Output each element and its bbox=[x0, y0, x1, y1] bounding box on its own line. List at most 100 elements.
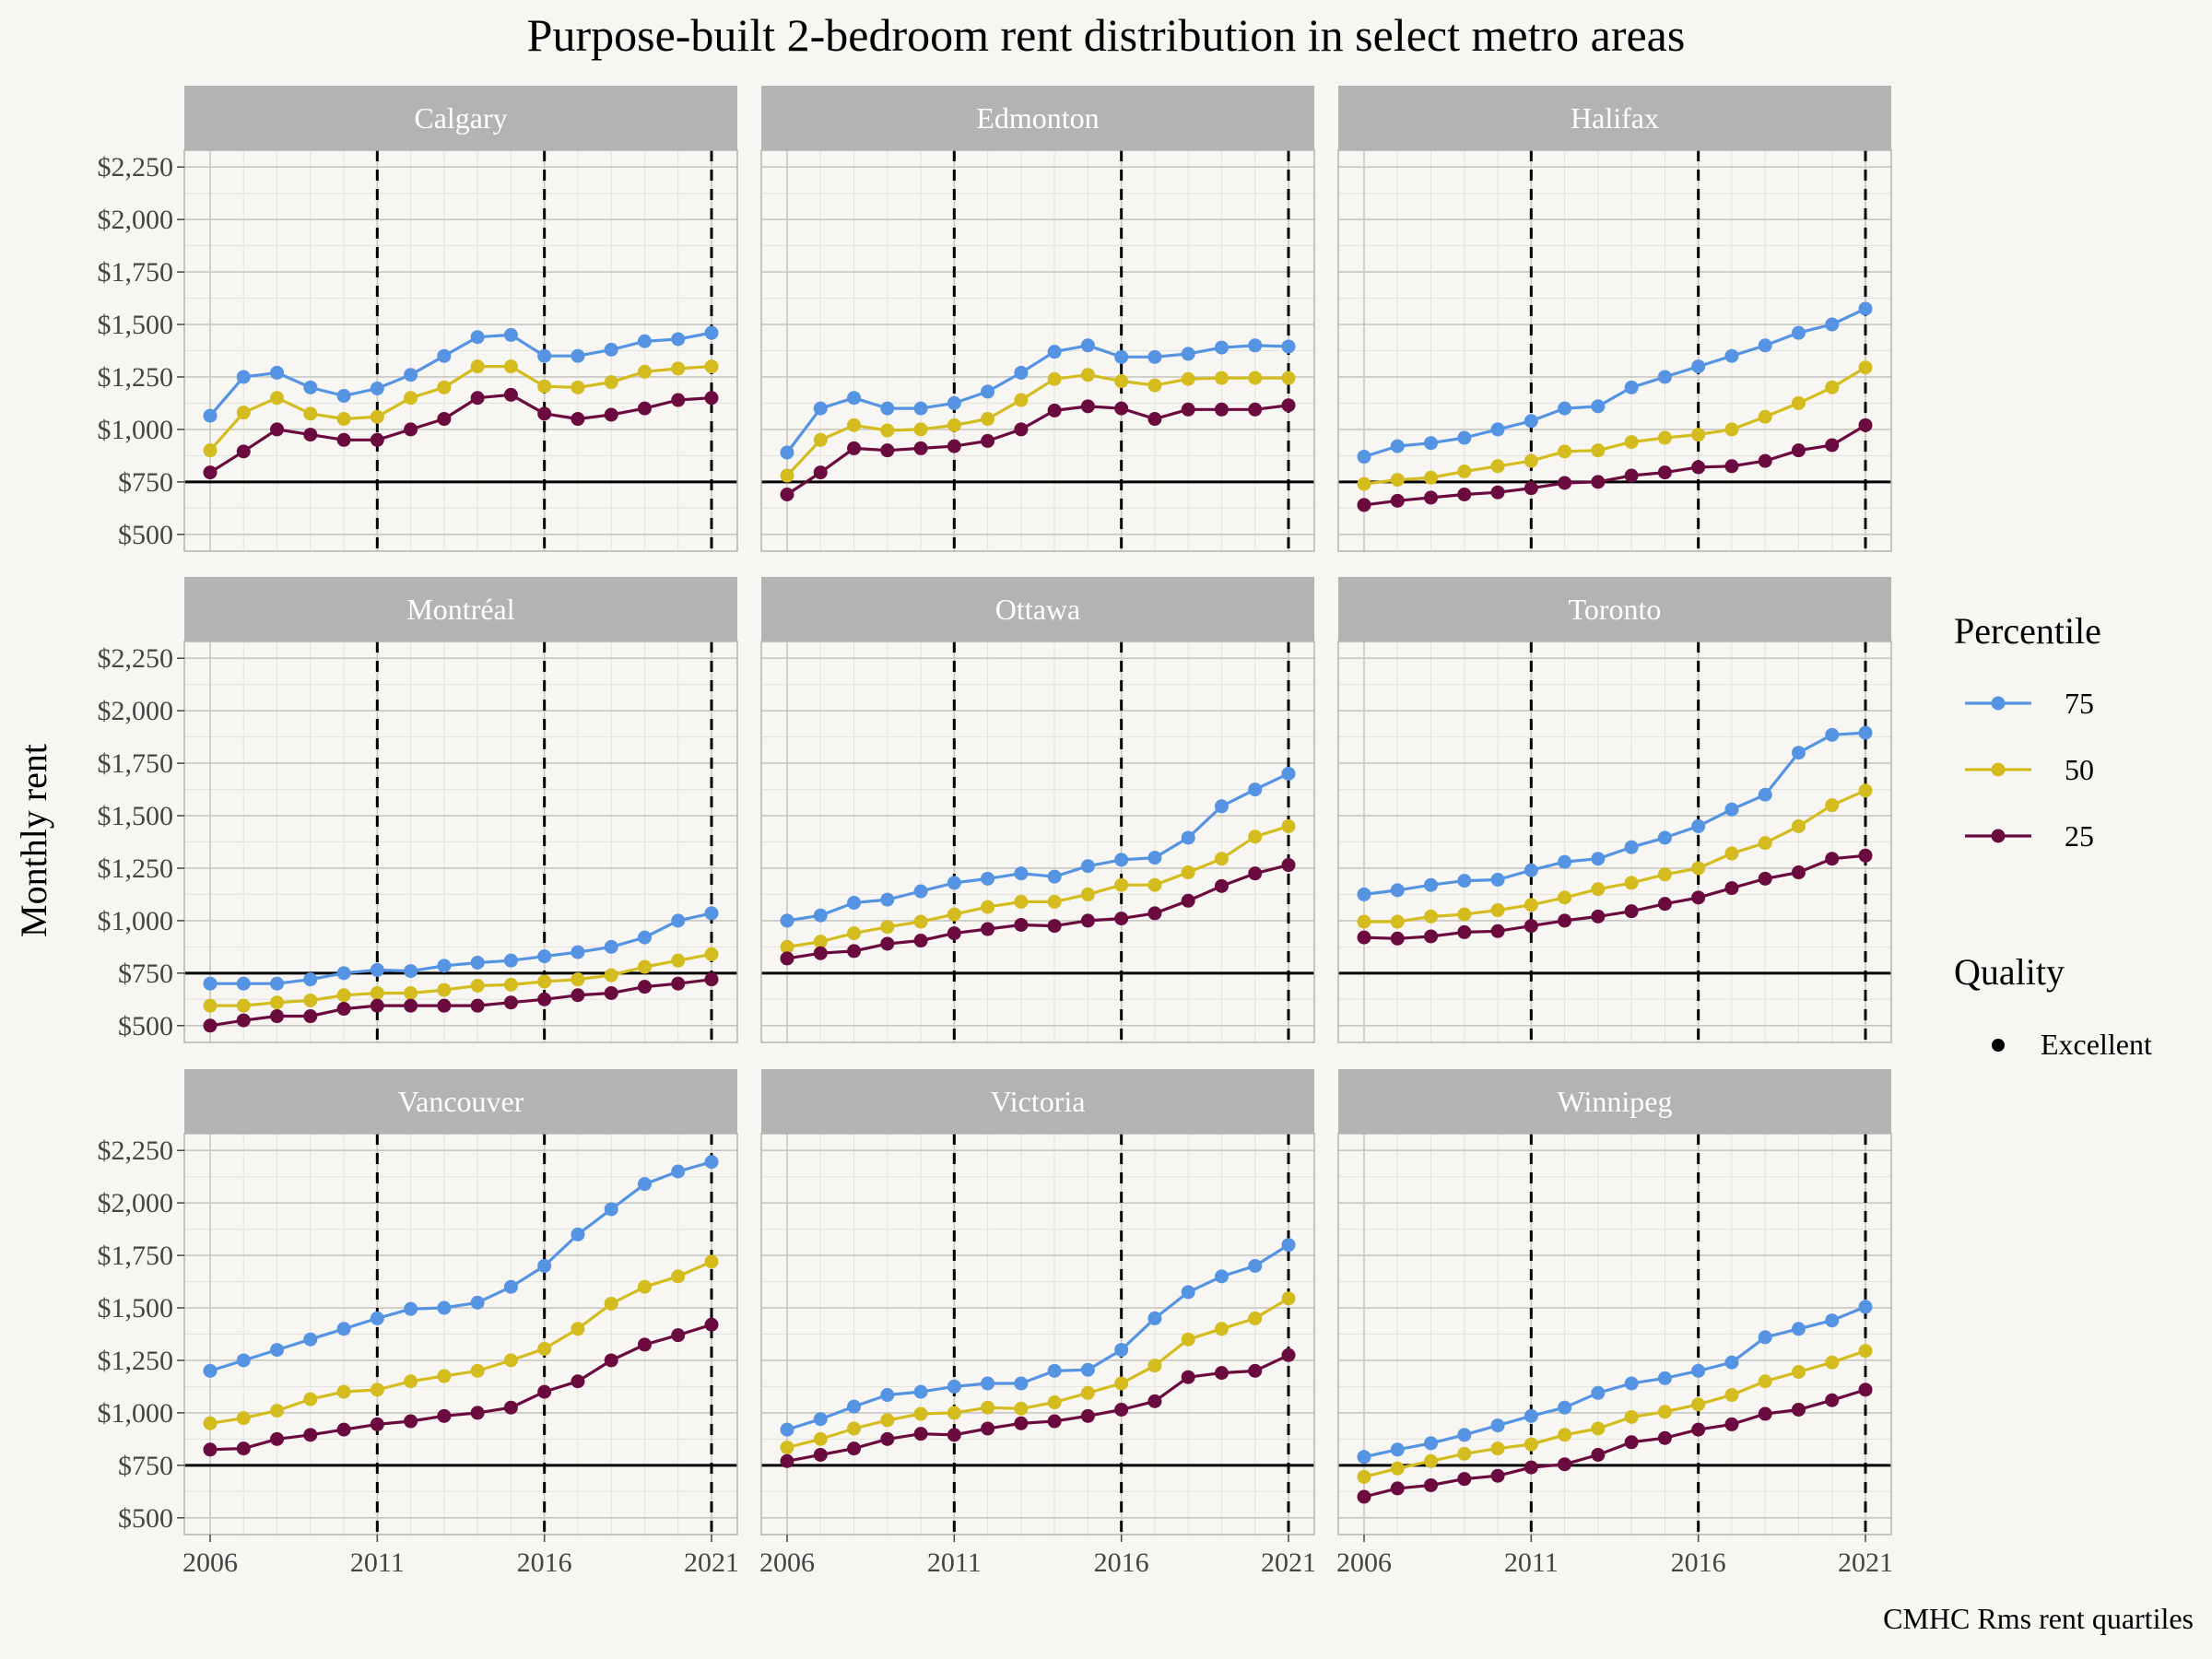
data-point-50 bbox=[203, 443, 218, 458]
data-point-50 bbox=[537, 974, 552, 989]
data-point-50 bbox=[1047, 1395, 1062, 1410]
data-point-25 bbox=[1558, 476, 1572, 490]
data-point-25 bbox=[1624, 468, 1639, 483]
data-point-75 bbox=[604, 939, 618, 954]
data-point-75 bbox=[1457, 430, 1472, 445]
data-point-75 bbox=[637, 930, 652, 945]
facet-strip bbox=[1338, 86, 1891, 150]
data-point-50 bbox=[1014, 393, 1029, 407]
facet-strip bbox=[184, 1069, 737, 1134]
data-point-25 bbox=[437, 998, 452, 1013]
data-point-50 bbox=[847, 926, 862, 941]
data-point-75 bbox=[813, 401, 828, 416]
data-point-50 bbox=[503, 977, 518, 992]
y-tick-label: $1,000 bbox=[98, 906, 174, 936]
data-point-25 bbox=[880, 443, 895, 458]
legend-item-label: 50 bbox=[2065, 753, 2094, 786]
facet-strip-label: Halifax bbox=[1571, 101, 1659, 135]
data-point-75 bbox=[1248, 1258, 1263, 1273]
data-point-50 bbox=[1248, 830, 1263, 844]
data-point-75 bbox=[1791, 325, 1806, 340]
data-point-75 bbox=[1281, 1238, 1296, 1253]
plot-border bbox=[1337, 1133, 1892, 1535]
data-point-50 bbox=[1624, 1409, 1639, 1424]
data-point-75 bbox=[671, 1164, 686, 1179]
data-point-75 bbox=[880, 401, 895, 416]
data-point-75 bbox=[1624, 1376, 1639, 1391]
legend-percentile-items: 75 50 25 bbox=[1965, 687, 2094, 853]
data-point-25 bbox=[1758, 1406, 1772, 1421]
data-point-50 bbox=[1147, 877, 1162, 892]
data-point-50 bbox=[1357, 477, 1371, 491]
data-point-75 bbox=[1014, 365, 1029, 380]
plot-border bbox=[760, 149, 1315, 552]
data-point-50 bbox=[336, 988, 351, 1003]
data-point-50 bbox=[1014, 894, 1029, 909]
data-point-75 bbox=[1014, 866, 1029, 881]
data-point-75 bbox=[847, 391, 862, 406]
data-point-25 bbox=[437, 1408, 452, 1423]
data-point-75 bbox=[370, 1311, 384, 1325]
data-point-25 bbox=[303, 1009, 318, 1024]
y-axis-label: Monthly rent bbox=[13, 744, 54, 937]
data-point-75 bbox=[847, 1399, 862, 1414]
y-tick-label: $750 bbox=[118, 959, 173, 989]
data-point-75 bbox=[671, 913, 686, 928]
data-point-25 bbox=[1624, 904, 1639, 919]
panel-toronto: Toronto bbox=[1337, 577, 1892, 1043]
data-point-25 bbox=[270, 1009, 285, 1024]
data-point-25 bbox=[1490, 1468, 1505, 1483]
facet-strip-label: Montréal bbox=[406, 593, 514, 626]
data-point-25 bbox=[913, 1427, 928, 1441]
data-point-50 bbox=[1825, 1355, 1840, 1370]
data-point-25 bbox=[604, 985, 618, 1000]
data-point-50 bbox=[813, 1431, 828, 1446]
data-point-75 bbox=[637, 1177, 652, 1192]
data-point-75 bbox=[571, 945, 585, 959]
data-point-75 bbox=[1524, 414, 1538, 429]
data-point-75 bbox=[1181, 347, 1195, 361]
data-point-50 bbox=[370, 1382, 384, 1397]
data-point-50 bbox=[404, 391, 418, 406]
data-point-50 bbox=[671, 953, 686, 968]
data-point-75 bbox=[1524, 863, 1538, 877]
data-point-25 bbox=[537, 406, 552, 421]
x-tick-label: 2011 bbox=[927, 1547, 982, 1578]
data-point-75 bbox=[1490, 872, 1505, 887]
data-point-25 bbox=[203, 1018, 218, 1033]
data-point-50 bbox=[1858, 1344, 1873, 1359]
panel-vancouver: Vancouver $500 $750 $1,000 $1,250 $1,500 $1,75… bbox=[98, 1069, 739, 1578]
data-point-50 bbox=[637, 1279, 652, 1294]
x-tick-label: 2021 bbox=[1261, 1547, 1316, 1578]
series-line-75 bbox=[1363, 731, 1866, 896]
data-point-50 bbox=[604, 1296, 618, 1311]
series-line-25 bbox=[209, 978, 712, 1028]
y-tick-label: $750 bbox=[118, 1451, 173, 1481]
legend-item-label: 25 bbox=[2065, 819, 2094, 853]
data-point-75 bbox=[203, 1363, 218, 1378]
data-point-75 bbox=[1558, 854, 1572, 869]
data-point-50 bbox=[1825, 380, 1840, 394]
y-tick-label: $1,750 bbox=[98, 748, 174, 779]
data-point-50 bbox=[1457, 907, 1472, 922]
data-point-50 bbox=[1657, 430, 1672, 445]
data-point-25 bbox=[1457, 1472, 1472, 1487]
facet-strip bbox=[761, 577, 1314, 641]
data-point-50 bbox=[503, 1353, 518, 1368]
data-point-50 bbox=[1181, 865, 1195, 880]
data-point-25 bbox=[913, 934, 928, 948]
series-line-25 bbox=[786, 864, 1289, 960]
data-point-50 bbox=[1524, 453, 1538, 468]
data-point-50 bbox=[1047, 894, 1062, 909]
data-point-75 bbox=[981, 384, 995, 399]
legend: Percentile 75 50 25 Quality Excellent bbox=[1954, 610, 2152, 1061]
data-point-25 bbox=[1181, 1370, 1195, 1384]
data-point-75 bbox=[1181, 830, 1195, 845]
data-point-25 bbox=[981, 922, 995, 936]
data-point-50 bbox=[1691, 861, 1706, 876]
data-point-50 bbox=[704, 359, 719, 374]
legend-quality-label: Excellent bbox=[2041, 1028, 2152, 1061]
y-tick-label: $1,250 bbox=[98, 853, 174, 884]
data-point-50 bbox=[303, 1392, 318, 1406]
data-point-25 bbox=[637, 401, 652, 416]
